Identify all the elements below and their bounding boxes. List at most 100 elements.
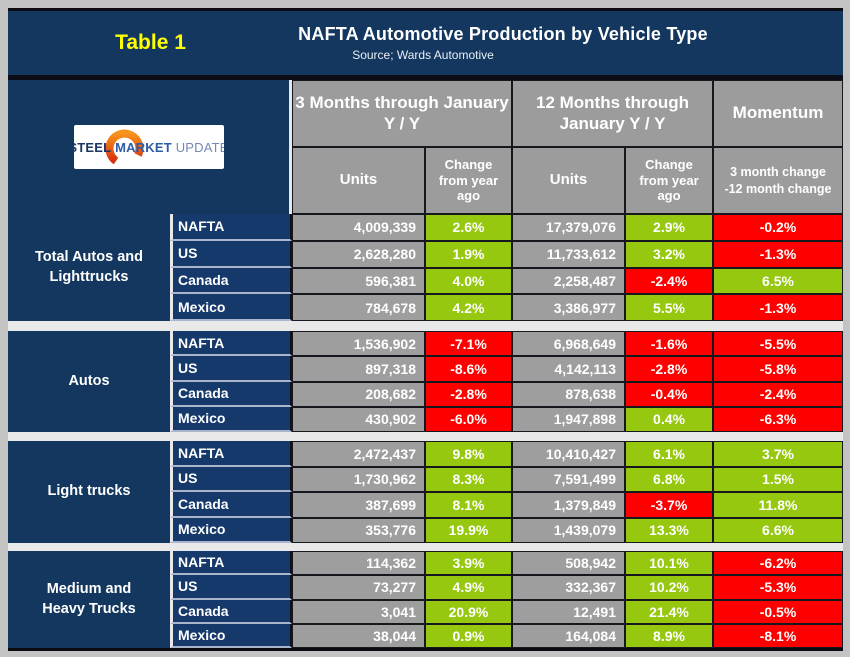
region-label: US <box>170 240 292 268</box>
units-12m-value: 17,379,076 <box>512 214 625 241</box>
momentum-value: 11.8% <box>713 492 843 518</box>
change-3m-value: -8.6% <box>425 356 512 382</box>
units-3m-value: 2,628,280 <box>292 240 425 268</box>
logo-word-update: UPDATE <box>175 139 224 155</box>
change-3m-value: 2.6% <box>425 214 512 241</box>
momentum-value: -6.3% <box>713 406 843 432</box>
region-label: Canada <box>170 381 292 407</box>
change-12m-value: 3.2% <box>625 240 713 268</box>
change-12m-value: 13.3% <box>625 517 713 543</box>
steel-market-update-logo: STEEL MARKET UPDATE <box>73 125 224 169</box>
region-label: US <box>170 575 292 600</box>
units-3m-value: 2,472,437 <box>292 441 425 467</box>
units-12m-value: 1,947,898 <box>512 406 625 432</box>
momentum-value: -5.5% <box>713 331 843 357</box>
table-number-badge: Table 1 <box>115 31 186 54</box>
change-3m-value: 1.9% <box>425 240 512 268</box>
subheader-units-3m: Units <box>292 147 425 214</box>
units-3m-value: 353,776 <box>292 517 425 543</box>
units-12m-value: 508,942 <box>512 551 625 576</box>
region-label: Mexico <box>170 623 292 648</box>
region-label: Mexico <box>170 294 292 321</box>
table-number-area: Table 1 <box>8 11 293 75</box>
units-12m-value: 332,367 <box>512 575 625 600</box>
change-12m-value: 0.4% <box>625 406 713 432</box>
units-3m-value: 208,682 <box>292 381 425 407</box>
change-3m-value: -2.8% <box>425 381 512 407</box>
subheader-momentum: 3 month change -12 month change <box>713 147 843 214</box>
logo-word-steel: STEEL <box>74 139 112 155</box>
units-12m-value: 1,379,849 <box>512 492 625 518</box>
change-3m-value: 4.9% <box>425 575 512 600</box>
logo-text: STEEL MARKET UPDATE <box>74 140 224 155</box>
momentum-value: -5.3% <box>713 575 843 600</box>
momentum-value: -1.3% <box>713 240 843 268</box>
units-3m-value: 1,730,962 <box>292 466 425 492</box>
momentum-value: -2.4% <box>713 381 843 407</box>
change-3m-value: 8.3% <box>425 466 512 492</box>
change-3m-value: 4.2% <box>425 294 512 321</box>
change-12m-value: 10.1% <box>625 551 713 576</box>
units-3m-value: 1,536,902 <box>292 331 425 357</box>
region-label: Mexico <box>170 406 292 432</box>
region-label: Mexico <box>170 517 292 543</box>
momentum-value: -6.2% <box>713 551 843 576</box>
group-separator <box>8 543 843 551</box>
change-12m-value: 21.4% <box>625 599 713 624</box>
page-title: NAFTA Automotive Production by Vehicle T… <box>298 24 708 44</box>
change-12m-value: 10.2% <box>625 575 713 600</box>
change-3m-value: 9.8% <box>425 441 512 467</box>
subheader-change-12m: Change from year ago <box>625 147 713 214</box>
region-label: US <box>170 466 292 492</box>
units-12m-value: 878,638 <box>512 381 625 407</box>
units-12m-value: 2,258,487 <box>512 267 625 295</box>
units-3m-value: 596,381 <box>292 267 425 295</box>
units-3m-value: 38,044 <box>292 623 425 648</box>
change-3m-value: -6.0% <box>425 406 512 432</box>
region-label: NAFTA <box>170 441 292 467</box>
region-label: Canada <box>170 267 292 295</box>
momentum-value: -0.5% <box>713 599 843 624</box>
change-12m-value: 5.5% <box>625 294 713 321</box>
units-3m-value: 73,277 <box>292 575 425 600</box>
change-12m-value: -2.8% <box>625 356 713 382</box>
logo-panel: STEEL MARKET UPDATE <box>8 80 292 214</box>
region-label: Canada <box>170 492 292 518</box>
subheader-change-3m: Change from year ago <box>425 147 512 214</box>
units-12m-value: 7,591,499 <box>512 466 625 492</box>
change-12m-value: -1.6% <box>625 331 713 357</box>
title-divider <box>8 75 843 80</box>
momentum-value: -0.2% <box>713 214 843 241</box>
header-momentum: Momentum <box>713 80 843 147</box>
momentum-value: 3.7% <box>713 441 843 467</box>
change-3m-value: -7.1% <box>425 331 512 357</box>
units-12m-value: 164,084 <box>512 623 625 648</box>
units-12m-value: 1,439,079 <box>512 517 625 543</box>
table-board: Table 1 NAFTA Automotive Production by V… <box>8 8 843 651</box>
change-12m-value: 2.9% <box>625 214 713 241</box>
units-3m-value: 387,699 <box>292 492 425 518</box>
change-3m-value: 19.9% <box>425 517 512 543</box>
region-label: NAFTA <box>170 331 292 357</box>
change-12m-value: 6.8% <box>625 466 713 492</box>
group-light-trucks: Light trucks NAFTA 2,472,437 9.8% 10,410… <box>8 441 843 543</box>
header-3-months: 3 Months through January Y / Y <box>292 80 512 147</box>
group-label: Autos <box>8 331 170 432</box>
units-12m-value: 4,142,113 <box>512 356 625 382</box>
change-12m-value: 6.1% <box>625 441 713 467</box>
group-separator <box>8 321 843 331</box>
units-12m-value: 12,491 <box>512 599 625 624</box>
momentum-value: 6.6% <box>713 517 843 543</box>
units-12m-value: 3,386,977 <box>512 294 625 321</box>
subheader-units-12m: Units <box>512 147 625 214</box>
change-3m-value: 20.9% <box>425 599 512 624</box>
momentum-value: 6.5% <box>713 267 843 295</box>
group-label: Medium and Heavy Trucks <box>8 551 170 648</box>
change-3m-value: 8.1% <box>425 492 512 518</box>
title-area: NAFTA Automotive Production by Vehicle T… <box>293 11 843 75</box>
column-header: STEEL MARKET UPDATE 3 Months through Jan… <box>8 80 843 214</box>
momentum-value: 1.5% <box>713 466 843 492</box>
change-12m-value: -3.7% <box>625 492 713 518</box>
source-note: Source; Wards Automotive <box>352 48 494 62</box>
